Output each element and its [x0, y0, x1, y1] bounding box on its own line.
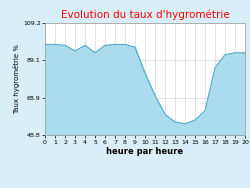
X-axis label: heure par heure: heure par heure: [106, 147, 184, 156]
Y-axis label: Taux hygrométrie %: Taux hygrométrie %: [13, 44, 20, 114]
Title: Evolution du taux d'hygrométrie: Evolution du taux d'hygrométrie: [60, 10, 230, 20]
